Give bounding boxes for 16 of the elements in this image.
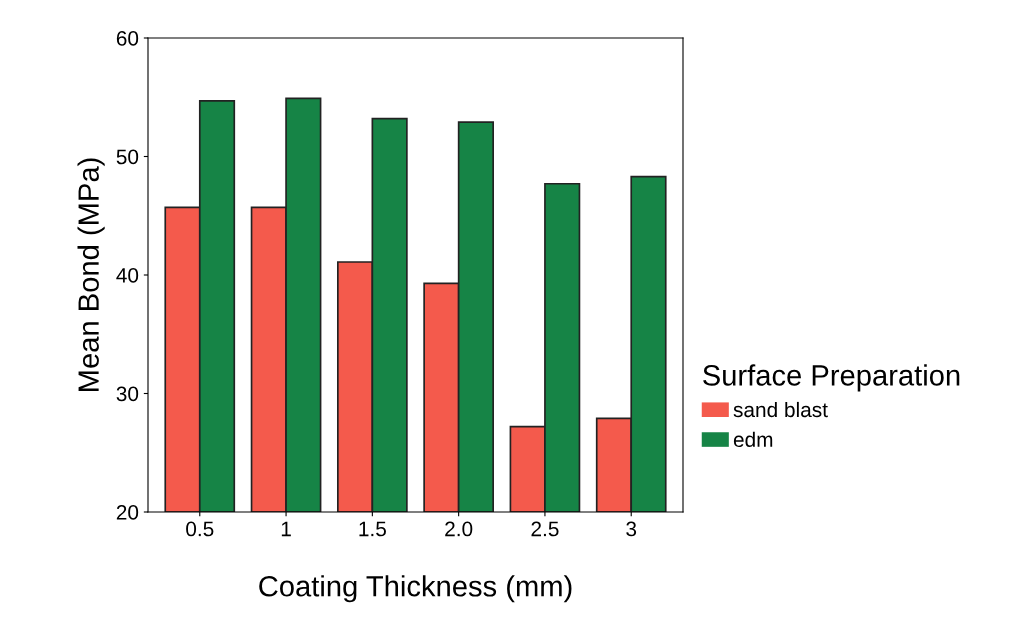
x-tick-label: 3 [626, 521, 637, 537]
y-tick-label: 60 [116, 31, 139, 46]
x-tick-label: 0.5 [186, 521, 214, 537]
legend-label: sand blast [733, 401, 828, 418]
y-tick-label: 50 [116, 149, 139, 165]
x-tick-label: 1.5 [359, 521, 386, 537]
x-tick-label: 2.5 [531, 521, 559, 537]
x-tick-label: 2.0 [445, 521, 473, 537]
legend-label: edm [733, 431, 773, 448]
y-tick-label: 20 [116, 505, 139, 520]
legend-title: Surface Preparation [703, 364, 960, 392]
y-tick-label: 40 [116, 268, 139, 283]
y-tick-label: 30 [116, 386, 139, 402]
y-axis-title: Mean Bond (MPa) [77, 158, 105, 391]
x-axis-title: Coating Thickness (mm) [259, 575, 572, 603]
x-tick-label: 1 [281, 521, 291, 537]
